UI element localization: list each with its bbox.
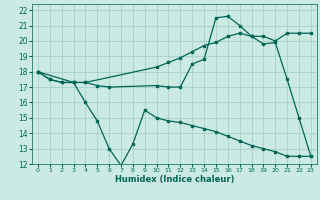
X-axis label: Humidex (Indice chaleur): Humidex (Indice chaleur) <box>115 175 234 184</box>
